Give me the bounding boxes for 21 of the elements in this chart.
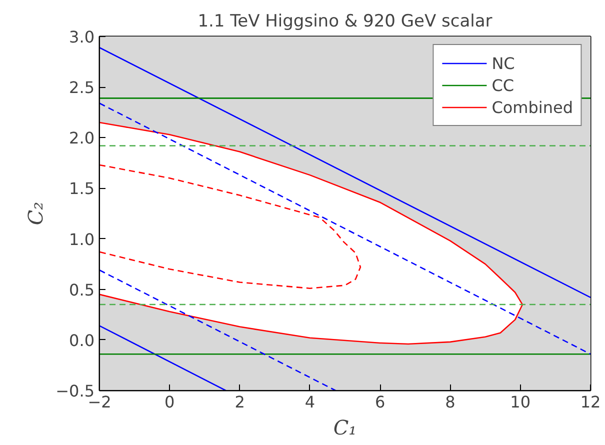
x-tick-label: 8 (445, 392, 456, 412)
chart-title: 1.1 TeV Higgsino & 920 GeV scalar (198, 12, 492, 32)
y-tick-label: 2.0 (69, 128, 95, 148)
x-tick-label: 6 (374, 392, 386, 412)
y-tick-label: 1.0 (69, 230, 95, 249)
x-tick-label: 2 (234, 392, 245, 412)
y-tick-label: 3.0 (69, 28, 95, 46)
x-tick-label: 4 (304, 392, 316, 412)
legend-label: NC (492, 54, 515, 72)
legend-label: CC (492, 76, 514, 94)
x-axis-title: C₁ (333, 416, 357, 440)
y-tick-label: 2.5 (69, 78, 95, 98)
line-series (100, 164, 362, 289)
x-tick-label: 0 (164, 392, 175, 412)
x-tick-label: 12 (580, 392, 601, 412)
y-tick-label: 0.5 (69, 280, 95, 300)
y-axis-title: C₂ (24, 202, 48, 226)
legend-label: Combined (492, 98, 573, 116)
y-tick-label: 1.5 (69, 179, 95, 198)
y-tick-label: 0.0 (69, 330, 95, 350)
x-tick-label: 10 (510, 392, 531, 412)
